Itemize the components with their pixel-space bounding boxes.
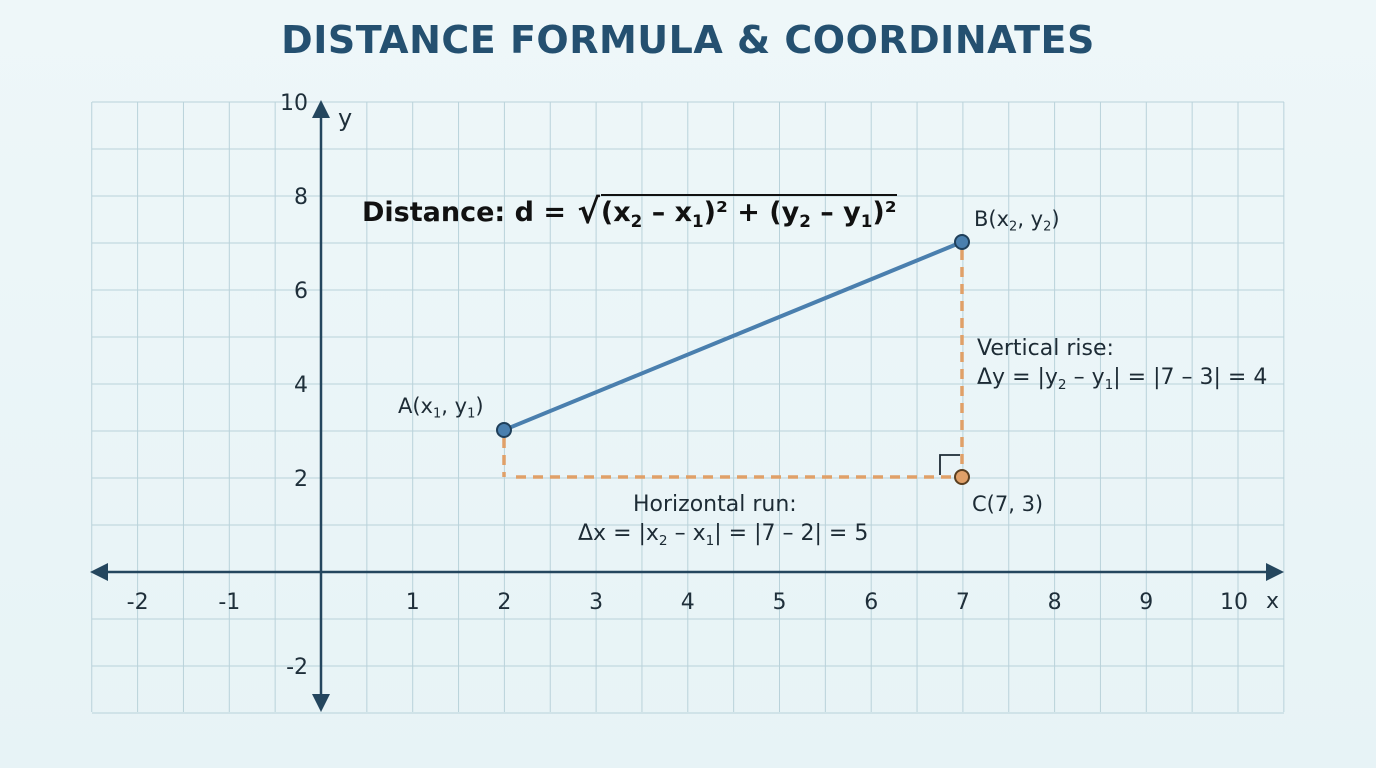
formula-prefix: Distance: d = <box>362 197 576 228</box>
x-tick-label: 8 <box>1048 590 1062 615</box>
formula-radicand: (x2 – x1)² + (y2 – y1)² <box>600 194 897 231</box>
x-tick-label: 4 <box>681 590 695 615</box>
x-tick-label: 6 <box>864 590 878 615</box>
y-tick-label: 10 <box>280 91 308 116</box>
x-tick-label: -1 <box>218 590 240 615</box>
radical-sign-icon: √ <box>577 192 600 231</box>
horizontal-run-title: Horizontal run: <box>633 492 797 517</box>
axes: x y <box>90 100 1284 712</box>
horizontal-run-formula: Δx = |x2 – x1| = |7 – 2| = 5 <box>578 521 869 549</box>
y-tick-label: 6 <box>294 279 308 304</box>
y-tick-label: 4 <box>294 373 308 398</box>
x-tick-label: 1 <box>406 590 420 615</box>
point-b <box>954 234 970 250</box>
y-tick-label: 8 <box>294 185 308 210</box>
x-axis-label: x <box>1266 589 1279 614</box>
vertical-rise-formula: Δy = |y2 – y1| = |7 – 3| = 4 <box>977 365 1268 393</box>
point-c <box>954 469 970 485</box>
point-a <box>496 422 512 438</box>
point-a-label: A(x1, y1) <box>398 394 484 422</box>
tick-labels: -2 -1 1 2 3 4 5 6 7 8 9 10 10 8 6 4 2 -2 <box>127 91 1248 680</box>
point-c-label: C(7, 3) <box>972 492 1044 516</box>
point-b-label: B(x2, y2) <box>974 207 1060 235</box>
x-tick-label: 9 <box>1139 590 1153 615</box>
horizontal-run-annotation: Horizontal run: Δx = |x2 – x1| = |7 – 2|… <box>578 492 868 549</box>
vertical-rise-title: Vertical rise: <box>977 336 1114 361</box>
vertical-rise-annotation: Vertical rise: Δy = |y2 – y1| = |7 – 3| … <box>977 336 1267 393</box>
y-axis-label: y <box>338 104 352 132</box>
x-tick-label: 7 <box>956 590 970 615</box>
y-tick-label: -2 <box>286 655 308 680</box>
grid <box>91 101 1285 714</box>
distance-segment-ab <box>503 240 963 432</box>
y-axis-arrow-up <box>312 100 330 118</box>
right-angle-marker <box>939 454 960 475</box>
x-tick-label: 5 <box>773 590 787 615</box>
y-tick-label: 2 <box>294 467 308 492</box>
distance-formula: Distance: d = √(x2 – x1)² + (y2 – y1)² <box>362 190 897 231</box>
page-title: DISTANCE FORMULA & COORDINATES <box>281 18 1095 62</box>
y-axis-arrow-down <box>312 694 330 712</box>
x-tick-label: 10 <box>1220 590 1248 615</box>
triangle-figure <box>496 234 970 485</box>
x-tick-label: 2 <box>497 590 511 615</box>
square-root: √(x2 – x1)² + (y2 – y1)² <box>575 190 897 231</box>
x-axis-arrow-left <box>90 563 108 581</box>
x-axis-arrow-right <box>1266 563 1284 581</box>
x-tick-label: -2 <box>127 590 149 615</box>
x-tick-label: 3 <box>589 590 603 615</box>
